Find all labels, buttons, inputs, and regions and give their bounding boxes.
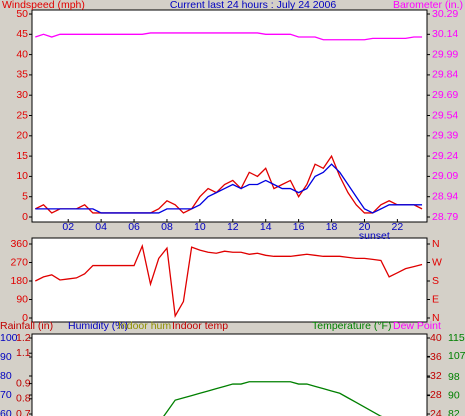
y2-axis-label: Barometer (in.)	[393, 0, 463, 11]
y-tick-label: 10	[16, 170, 28, 182]
y-tick-label: 28	[430, 389, 442, 401]
axis-label: Temperature (°F)	[312, 320, 391, 332]
y-tick-label: 5	[22, 190, 28, 202]
x-tick-label: 02	[62, 221, 74, 233]
y-tick-label: 107	[448, 350, 465, 362]
y-tick-label: 90	[0, 351, 12, 363]
y2-tick-label: 28.79	[432, 211, 458, 223]
y2-tick-label: E	[432, 293, 439, 305]
y-tick-label: 35	[16, 69, 28, 81]
y2-tick-label: S	[432, 275, 439, 287]
y-tick-label: 30	[16, 89, 28, 101]
y-tick-label: 360	[10, 238, 28, 250]
y-tick-label: 270	[10, 256, 28, 268]
y2-tick-label: 30.14	[432, 28, 458, 40]
axis-label: Indoor temp	[172, 320, 228, 332]
y-tick-label: 70	[0, 389, 12, 401]
data-line	[163, 381, 383, 416]
y-tick-label: 45	[16, 28, 28, 40]
y-tick-label: 1.2	[16, 332, 31, 344]
data-line	[35, 243, 423, 318]
y2-tick-label: 30.29	[432, 8, 458, 20]
y-tick-label: 80	[0, 370, 12, 382]
y2-tick-label: 29.39	[432, 130, 458, 142]
y-tick-label: 100	[0, 332, 18, 344]
data-line	[35, 32, 423, 41]
y-tick-label: 40	[430, 332, 442, 344]
y2-tick-label: 29.09	[432, 170, 458, 182]
y-tick-label: 36	[430, 351, 442, 363]
x-tick-label: 08	[161, 221, 173, 233]
y-tick-label: 180	[10, 275, 28, 287]
y-tick-label: 50	[16, 8, 28, 20]
y-tick-label: 1.1	[16, 347, 31, 359]
y2-tick-label: 28.94	[432, 190, 458, 202]
y-tick-label: 0	[22, 312, 28, 324]
y2-tick-label: W	[432, 256, 442, 268]
axis-label: Indoor hum	[118, 320, 171, 332]
y2-tick-label: 29.84	[432, 69, 458, 81]
y-tick-label: 15	[16, 150, 28, 162]
plot-area	[31, 237, 428, 323]
x-tick-label: 14	[260, 221, 272, 233]
y2-tick-label: 29.54	[432, 109, 458, 121]
y2-tick-label: N	[432, 238, 440, 250]
y-tick-label: 115	[448, 332, 465, 344]
x-tick-label: 20	[359, 221, 371, 233]
x-tick-label: 10	[194, 221, 206, 233]
y2-tick-label: 29.24	[432, 150, 458, 162]
axis-label: Dew Point	[393, 320, 441, 332]
plot-area	[31, 333, 428, 416]
x-tick-label: 04	[95, 221, 107, 233]
y-tick-label: 90	[16, 293, 28, 305]
axis-label: Humidity (%)	[68, 320, 128, 332]
y-tick-label: 32	[430, 370, 442, 382]
y-tick-label: 0.7	[16, 408, 31, 416]
chart-title: Current last 24 hours : July 24 2006	[170, 0, 337, 11]
x-tick-label: 22	[392, 221, 404, 233]
data-line	[35, 163, 423, 214]
x-tick-label: 06	[128, 221, 140, 233]
y-tick-label: 90	[448, 389, 460, 401]
y-tick-label: 20	[16, 130, 28, 142]
y-tick-label: 0.9	[16, 377, 31, 389]
y-tick-label: 60	[0, 408, 12, 416]
annotation: sunset	[359, 230, 390, 242]
y-tick-label: 24	[430, 408, 442, 416]
y2-tick-label: 29.99	[432, 48, 458, 60]
y-tick-label: 82	[448, 408, 460, 416]
y2-tick-label: N	[432, 312, 440, 324]
x-tick-label: 18	[326, 221, 338, 233]
y-tick-label: 40	[16, 48, 28, 60]
y2-tick-label: 29.69	[432, 89, 458, 101]
plot-area	[31, 9, 428, 223]
x-tick-label: 16	[293, 221, 305, 233]
x-tick-label: 12	[227, 221, 239, 233]
y-tick-label: 25	[16, 109, 28, 121]
y-tick-label: 0	[22, 211, 28, 223]
y-tick-label: 0.8	[16, 393, 31, 405]
y-tick-label: 98	[448, 371, 460, 383]
axis-label: Rainfall (in)	[0, 320, 53, 332]
y-axis-label: Windspeed (mph)	[2, 0, 85, 11]
